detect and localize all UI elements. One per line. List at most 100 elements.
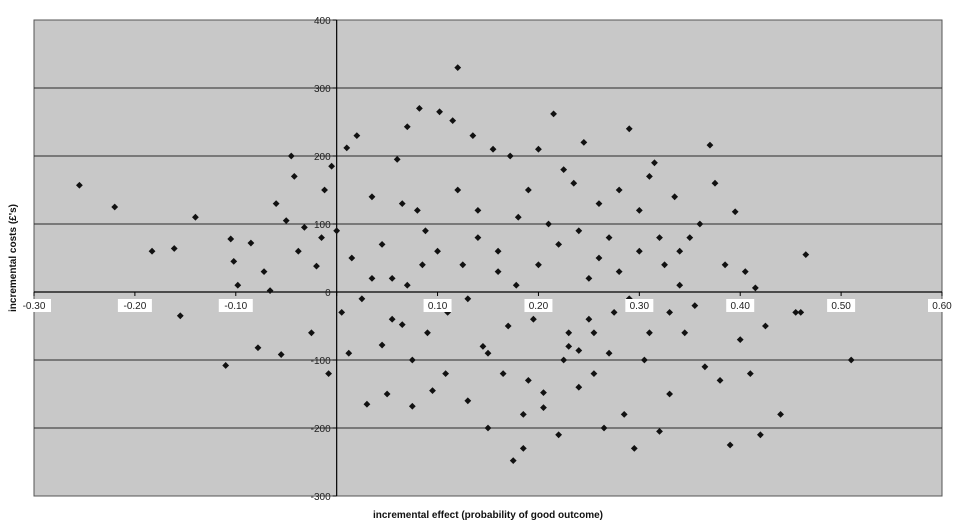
data-point [300,224,308,231]
data-point [847,356,855,364]
data-point [348,254,356,262]
data-point [600,424,608,432]
data-point [676,247,684,255]
x-tick-label: -0.10 [224,301,247,312]
data-point [388,275,396,282]
data-point [247,239,255,247]
data-point [726,441,734,449]
data-point [494,247,502,255]
x-tick-label-bg [928,299,956,312]
data-point [646,329,653,337]
data-point [635,207,643,214]
data-point [393,156,401,163]
data-point [363,400,371,408]
data-point [222,362,230,369]
x-tick-label-bg [423,299,452,312]
data-point [535,145,542,153]
x-tick-label-bg [625,299,654,312]
data-point [585,315,593,323]
data-point [343,144,351,152]
data-point [422,227,429,235]
data-point [686,234,694,241]
data-point [408,356,416,364]
data-point [484,349,492,357]
y-tick-label: 400 [314,16,331,27]
x-tick-label-bg [17,299,51,312]
data-point [560,166,568,173]
data-point [76,181,83,189]
data-point [368,193,376,201]
data-point [318,234,325,241]
x-tick-label-bg [726,299,755,312]
data-point [741,268,749,275]
x-tick-label-bg [218,299,253,312]
data-point [519,411,527,418]
data-point [736,336,744,343]
data-point [260,268,268,275]
x-tick-label: -0.30 [23,301,46,312]
data-point [419,261,426,269]
data-point [540,404,547,411]
data-point [415,105,423,112]
x-tick-label-bg [524,299,553,312]
data-point [530,315,537,323]
data-point [266,287,274,295]
data-point [701,363,709,371]
data-point [192,213,199,221]
data-point [797,309,805,316]
data-point [671,193,679,201]
data-point [666,309,673,316]
y-tick-labels: -300 -200 -100 0 100 200 300 400 [311,16,331,503]
gridlines [34,87,942,429]
data-point [595,200,603,207]
data-point [464,295,472,303]
data-point [489,145,497,153]
data-point [792,309,800,316]
data-point [635,247,643,255]
data-point [474,207,482,214]
data-point [272,200,280,207]
data-point [514,213,522,221]
data-point [555,241,563,248]
data-point [328,162,336,170]
axes [33,19,943,497]
data-point [398,321,406,329]
data-point [711,179,719,187]
data-point [757,431,764,439]
x-tick-label: -0.20 [123,301,146,312]
data-point [388,315,396,323]
data-point [681,329,689,337]
data-point [469,132,477,139]
data-point [234,281,242,289]
data-point [575,227,583,235]
data-point [615,268,623,275]
data-point [524,377,532,384]
data-point [287,152,295,160]
data-point [277,351,285,358]
data-point [398,200,406,207]
data-point [484,424,492,432]
data-point [777,411,784,418]
y-tick-label: 300 [314,84,331,95]
data-point [630,445,638,452]
data-point [721,261,729,269]
y-tick-label: 200 [314,152,331,163]
data-point [706,141,714,149]
data-point [590,329,598,337]
data-point [570,179,578,187]
data-point [656,428,663,435]
data-point [762,322,769,330]
data-point [550,110,557,118]
data-point [449,117,457,125]
data-point [656,234,663,241]
data-point [509,457,517,465]
data-point [424,329,431,337]
data-point [575,383,583,391]
data-point [620,411,628,418]
data-point [282,217,290,224]
data-point [321,186,328,194]
data-point [378,341,386,349]
data-point [661,261,668,269]
data-point [403,123,411,131]
data-point [413,207,421,214]
